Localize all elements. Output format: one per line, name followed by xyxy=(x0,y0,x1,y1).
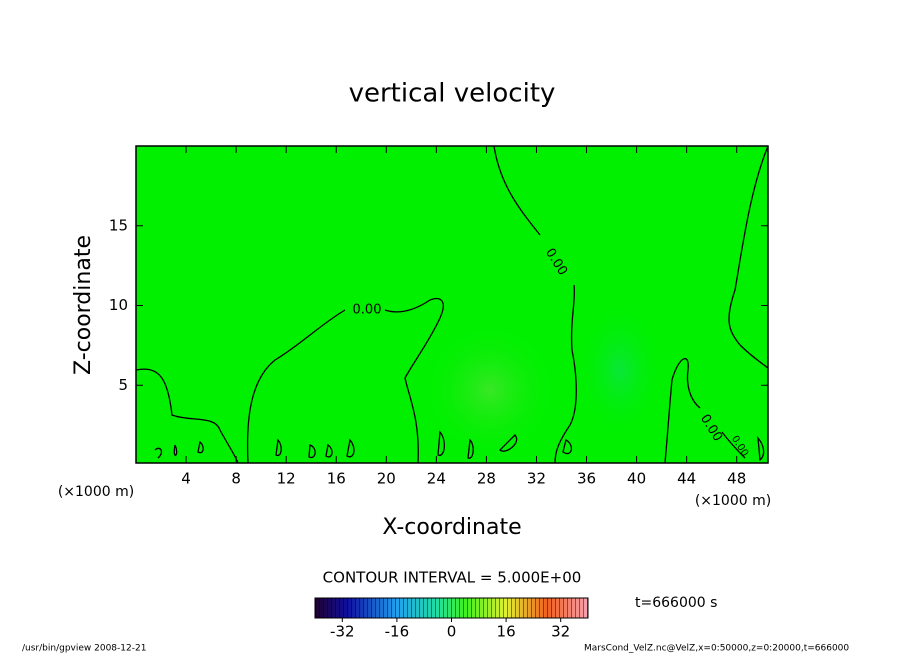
contour-interval: CONTOUR INTERVAL = 5.000E+00 xyxy=(323,569,582,587)
x-axis-label: X-coordinate xyxy=(382,515,521,540)
colorbar-tick-label: 32 xyxy=(551,623,570,641)
y-tick-label: 5 xyxy=(118,376,128,394)
x-tick-label: 40 xyxy=(627,470,646,488)
chart-title: vertical velocity xyxy=(349,79,556,109)
colorbar-frame xyxy=(314,597,589,619)
x-tick-label: 28 xyxy=(477,470,496,488)
x-tick-label: 32 xyxy=(527,470,546,488)
x-tick-label: 16 xyxy=(327,470,346,488)
x-tick-label: 20 xyxy=(377,470,396,488)
x-unit-label: (×1000 m) xyxy=(695,493,771,509)
x-tick-label: 8 xyxy=(231,470,241,488)
y-axis-label: Z-coordinate xyxy=(71,235,96,375)
colorbar-tick-label: 0 xyxy=(447,623,457,641)
x-tick-label: 44 xyxy=(677,470,696,488)
x-tick-label: 48 xyxy=(727,470,746,488)
x-unit-label: (×1000 m) xyxy=(58,484,134,500)
colorbar-tick-label: -16 xyxy=(385,623,410,641)
x-tick-label: 12 xyxy=(277,470,296,488)
contour-label: 0.00 xyxy=(353,303,382,318)
x-tick-label: 4 xyxy=(181,470,191,488)
footer-left: /usr/bin/gpview 2008-12-21 xyxy=(22,644,146,654)
colorbar-tick-label: 16 xyxy=(497,623,516,641)
footer-right: MarsCond_VelZ.nc@VelZ,x=0:50000,z=0:2000… xyxy=(584,644,849,654)
x-tick-label: 24 xyxy=(427,470,446,488)
y-tick-label: 10 xyxy=(109,296,128,314)
field-blob xyxy=(575,300,665,440)
colorbar-tick-label: -32 xyxy=(330,623,355,641)
y-tick-label: 15 xyxy=(109,216,128,234)
contour-lines xyxy=(135,145,769,464)
time-label: t=666000 s xyxy=(635,595,717,611)
x-tick-label: 36 xyxy=(577,470,596,488)
plot-frame xyxy=(135,145,769,464)
plot-area xyxy=(135,145,769,464)
field-blob xyxy=(420,320,560,460)
